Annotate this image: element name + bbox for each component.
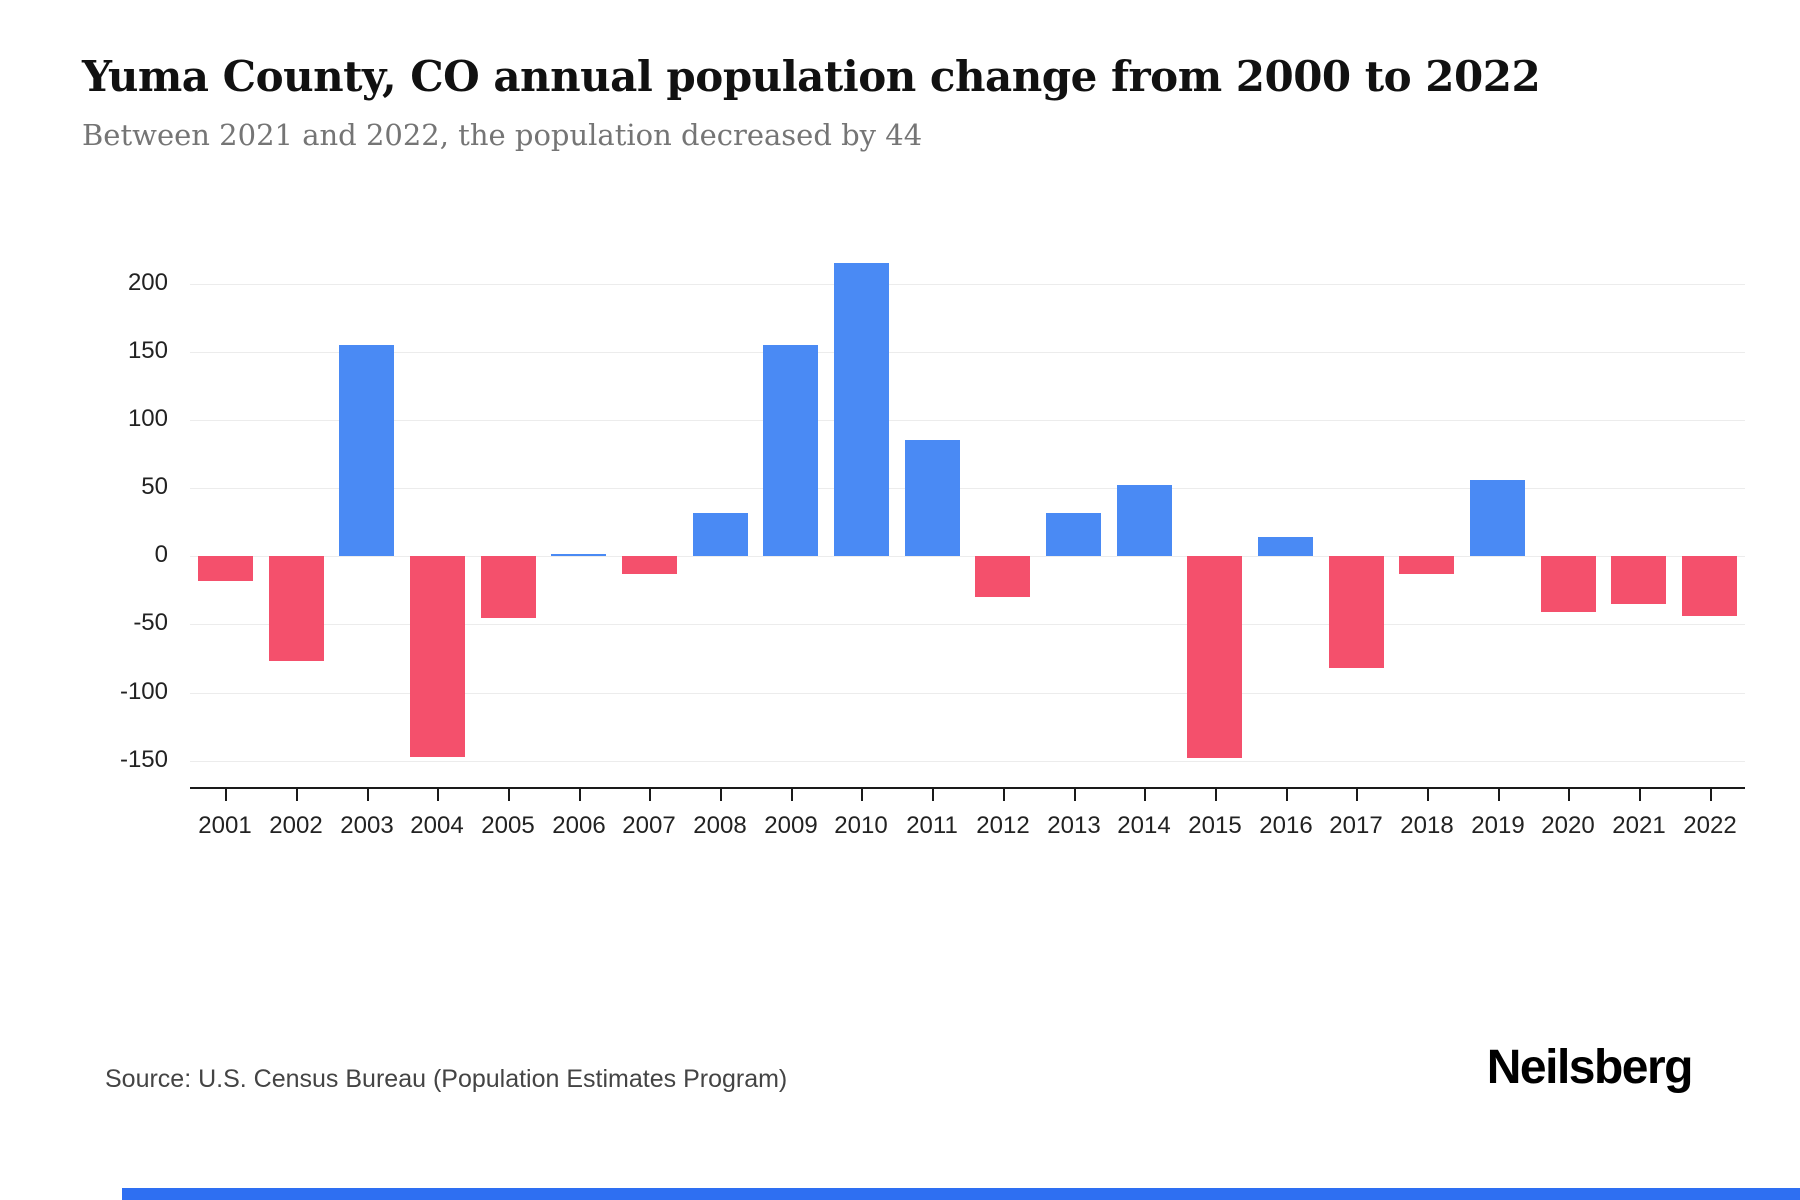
- x-tick-2016: [1286, 788, 1288, 801]
- bar-2013[interactable]: [1046, 512, 1101, 557]
- chart-title: Yuma County, CO annual population change…: [82, 52, 1541, 101]
- x-tick-2018: [1427, 788, 1429, 801]
- x-axis-label-2014: 2014: [1117, 812, 1171, 839]
- chart-subtitle: Between 2021 and 2022, the population de…: [82, 118, 923, 152]
- bar-2020[interactable]: [1541, 556, 1596, 613]
- bar-2007[interactable]: [622, 556, 677, 574]
- gridline--150: [190, 760, 1745, 762]
- bar-2004[interactable]: [410, 556, 465, 757]
- x-tick-2012: [1003, 788, 1005, 801]
- bar-2008[interactable]: [693, 512, 748, 557]
- x-axis-label-2009: 2009: [764, 812, 818, 839]
- x-axis-label-2002: 2002: [269, 812, 323, 839]
- bar-2017[interactable]: [1329, 556, 1384, 669]
- x-tick-2021: [1639, 788, 1641, 801]
- brand-logo: Neilsberg: [1486, 1041, 1694, 1094]
- x-tick-2004: [437, 788, 439, 801]
- x-tick-2007: [649, 788, 651, 801]
- y-axis-label-150: 150: [127, 336, 168, 364]
- x-tick-2013: [1074, 788, 1076, 801]
- bar-2003[interactable]: [339, 344, 394, 557]
- x-axis-label-2013: 2013: [1047, 812, 1101, 839]
- x-axis-label-2007: 2007: [622, 812, 676, 839]
- y-axis-label-200: 200: [127, 268, 168, 296]
- gridline--50: [190, 624, 1745, 626]
- y-axis-label--100: -100: [119, 677, 168, 705]
- bar-2015[interactable]: [1187, 556, 1242, 758]
- x-tick-2015: [1215, 788, 1217, 801]
- footer-accent-bar: [122, 1188, 1800, 1200]
- bar-2009[interactable]: [763, 344, 818, 557]
- plot-area: 200 150 100 50 0 -50 -100 -150 2001 2002 2003 2004 2…: [120, 240, 1745, 839]
- bar-2022[interactable]: [1682, 556, 1737, 617]
- bar-2001[interactable]: [198, 556, 253, 581]
- gridline-200: [190, 283, 1745, 285]
- x-axis-label-2005: 2005: [481, 812, 535, 839]
- bar-2002[interactable]: [269, 556, 324, 662]
- x-axis-label-2022: 2022: [1683, 812, 1737, 839]
- x-tick-2020: [1568, 788, 1570, 801]
- x-tick-2006: [579, 788, 581, 801]
- bar-2019[interactable]: [1470, 479, 1525, 557]
- source-note: Source: U.S. Census Bureau (Population E…: [105, 1065, 788, 1093]
- gridline-50: [190, 488, 1745, 490]
- y-axis-label--50: -50: [133, 609, 168, 637]
- y-axis-label-50: 50: [141, 473, 168, 501]
- x-tick-2001: [225, 788, 227, 801]
- x-tick-2011: [932, 788, 934, 801]
- bar-2014[interactable]: [1117, 485, 1172, 557]
- y-axis-label-100: 100: [127, 404, 168, 432]
- x-tick-2019: [1498, 788, 1500, 801]
- gridline-150: [190, 351, 1745, 353]
- x-axis-line: [190, 787, 1745, 789]
- x-tick-2003: [367, 788, 369, 801]
- x-axis-label-2015: 2015: [1188, 812, 1242, 839]
- x-axis-label-2016: 2016: [1259, 812, 1313, 839]
- x-axis-label-2008: 2008: [693, 812, 747, 839]
- bar-2010[interactable]: [834, 263, 889, 557]
- x-tick-2022: [1710, 788, 1712, 801]
- y-axis-label--150: -150: [119, 745, 168, 773]
- gridline--100: [190, 692, 1745, 694]
- x-axis-label-2019: 2019: [1471, 812, 1525, 839]
- bar-2005[interactable]: [481, 556, 536, 618]
- x-tick-2005: [508, 788, 510, 801]
- gridline-100: [190, 419, 1745, 421]
- bar-2011[interactable]: [905, 440, 960, 557]
- x-tick-2002: [296, 788, 298, 801]
- x-axis-label-2004: 2004: [410, 812, 464, 839]
- x-tick-2009: [791, 788, 793, 801]
- x-axis-label-2021: 2021: [1612, 812, 1666, 839]
- x-axis-label-2012: 2012: [976, 812, 1030, 839]
- bar-2021[interactable]: [1611, 556, 1666, 604]
- x-tick-2014: [1144, 788, 1146, 801]
- x-axis-label-2006: 2006: [552, 812, 606, 839]
- y-axis-label-0: 0: [154, 541, 168, 569]
- x-tick-2017: [1356, 788, 1358, 801]
- bar-2012[interactable]: [975, 556, 1030, 598]
- bar-2016[interactable]: [1258, 537, 1313, 557]
- bar-2018[interactable]: [1399, 556, 1454, 574]
- x-axis-label-2001: 2001: [198, 812, 252, 839]
- x-tick-2010: [861, 788, 863, 801]
- x-axis-label-2003: 2003: [340, 812, 394, 839]
- bar-2006[interactable]: [551, 553, 606, 557]
- x-tick-2008: [720, 788, 722, 801]
- x-axis-label-2011: 2011: [906, 812, 958, 839]
- x-axis-label-2018: 2018: [1400, 812, 1454, 839]
- x-axis-label-2020: 2020: [1541, 812, 1595, 839]
- x-axis-label-2010: 2010: [834, 812, 888, 839]
- gridline-0: [190, 556, 1745, 558]
- x-axis-label-2017: 2017: [1329, 812, 1383, 839]
